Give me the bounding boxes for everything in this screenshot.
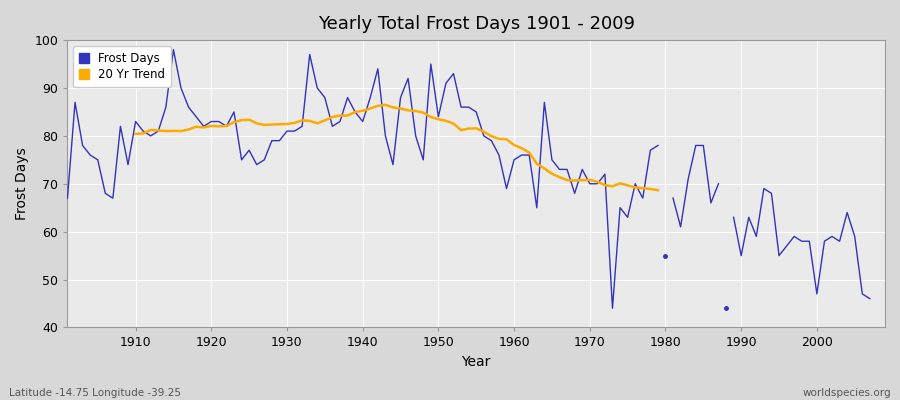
Y-axis label: Frost Days: Frost Days [15,147,29,220]
20 Yr Trend [426,114,436,119]
Line: Frost Days: Frost Days [68,50,870,308]
Legend: Frost Days, 20 Yr Trend: Frost Days, 20 Yr Trend [74,46,171,87]
Frost Days [819,239,830,244]
20 Yr Trend [380,102,391,107]
20 Yr Trend [577,178,588,182]
Text: Latitude -14.75 Longitude -39.25: Latitude -14.75 Longitude -39.25 [9,388,181,398]
Frost Days [675,224,686,229]
Frost Days [630,181,641,186]
20 Yr Trend [289,120,300,125]
20 Yr Trend [198,125,209,130]
20 Yr Trend [584,178,595,182]
Frost Days [865,296,876,301]
Frost Days [781,244,792,248]
Frost Days [304,52,315,57]
20 Yr Trend [652,188,663,192]
Frost Days [62,196,73,200]
Frost Days [713,181,724,186]
Title: Yearly Total Frost Days 1901 - 2009: Yearly Total Frost Days 1901 - 2009 [318,15,634,33]
20 Yr Trend [251,121,262,126]
X-axis label: Year: Year [462,355,490,369]
20 Yr Trend [130,132,141,136]
Text: worldspecies.org: worldspecies.org [803,388,891,398]
Line: 20 Yr Trend: 20 Yr Trend [136,105,658,190]
